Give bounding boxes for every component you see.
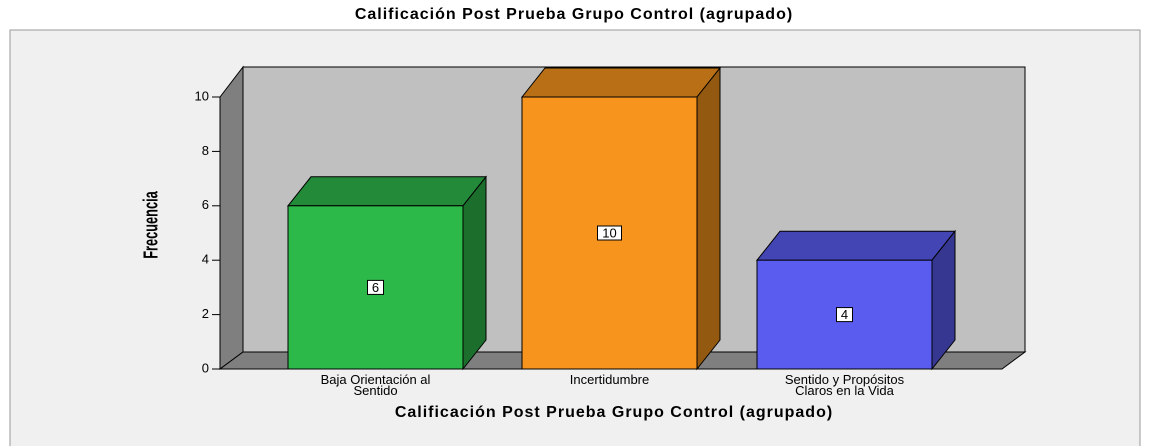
value-label-box bbox=[597, 225, 622, 241]
y-tick-label: 4 bbox=[202, 252, 209, 267]
y-tick-label: 8 bbox=[202, 143, 209, 158]
x-tick-label: Incertidumbre bbox=[569, 372, 650, 387]
x-tick-label: Sentido y Propósitos Claros en la Vida bbox=[784, 372, 905, 398]
x-axis-label: Calificación Post Prueba Grupo Control (… bbox=[395, 404, 833, 421]
value-label-box bbox=[367, 279, 384, 295]
side-wall bbox=[219, 65, 244, 370]
value-label: 4 bbox=[841, 307, 848, 322]
bar-top bbox=[755, 230, 957, 261]
x-tick-label: Baja Orientación al Sentido bbox=[320, 372, 431, 398]
y-axis-label: Frecuencia bbox=[139, 191, 162, 259]
value-label-box bbox=[836, 307, 853, 323]
bar bbox=[521, 96, 698, 370]
y-tick-label: 0 bbox=[202, 360, 209, 375]
value-label: 6 bbox=[372, 280, 379, 295]
bar-side bbox=[462, 175, 487, 371]
y-tick-label: 10 bbox=[195, 88, 209, 103]
bar-top bbox=[520, 67, 722, 98]
y-tick-label: 2 bbox=[202, 306, 209, 321]
y-tick-label: 6 bbox=[202, 197, 209, 212]
bar-side bbox=[696, 66, 721, 371]
chart-title: Calificación Post Prueba Grupo Control (… bbox=[355, 6, 793, 23]
value-label: 10 bbox=[602, 225, 616, 240]
bar-top bbox=[286, 176, 488, 207]
